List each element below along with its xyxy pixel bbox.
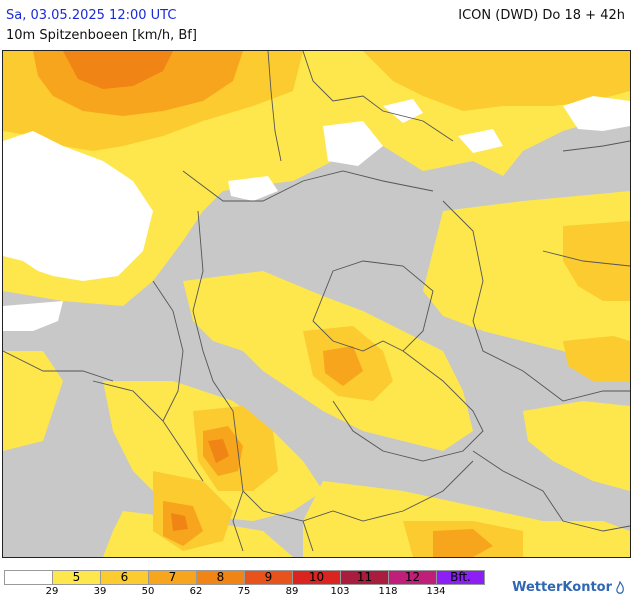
legend-swatch-10: 10 [292, 570, 341, 585]
legend-swatch-9: 9 [244, 570, 293, 585]
parameter-title: 10m Spitzenboeen [km/h, Bf] [6, 28, 197, 43]
legend-swatch-bft: Bft. [436, 570, 485, 585]
forecast-date-time: Sa, 03.05.2025 12:00 UTC [6, 8, 177, 23]
weather-map[interactable] [2, 50, 631, 558]
legend-tick: 39 [93, 586, 107, 597]
legend-swatch-6: 6 [100, 570, 149, 585]
legend-tick: 29 [45, 586, 59, 597]
legend-tick: 62 [189, 586, 203, 597]
legend-tick: 50 [141, 586, 155, 597]
wetterkontor-logo: WetterKontor [512, 580, 625, 595]
legend-swatch-calm [4, 570, 53, 585]
flame-icon [616, 580, 624, 594]
legend-swatch-11: 11 [340, 570, 389, 585]
legend-swatch-8: 8 [196, 570, 245, 585]
legend-tick: 118 [378, 586, 398, 597]
legend-scale: 5 6 7 8 9 10 11 12 Bft. [4, 570, 485, 585]
model-run-label: ICON (DWD) Do 18 + 42h [458, 8, 625, 23]
map-header-left: Sa, 03.05.2025 12:00 UTC 10m Spitzenboee… [6, 6, 197, 46]
legend-tick: 75 [237, 586, 251, 597]
legend-swatch-7: 7 [148, 570, 197, 585]
legend-tick: 103 [330, 586, 350, 597]
legend-tick: 134 [426, 586, 446, 597]
legend-swatch-5: 5 [52, 570, 101, 585]
logo-text: WetterKontor [512, 580, 612, 595]
legend-swatch-12: 12 [388, 570, 437, 585]
legend-ticks: 29 39 50 62 75 89 103 118 134 [4, 586, 504, 600]
legend-tick: 89 [285, 586, 299, 597]
